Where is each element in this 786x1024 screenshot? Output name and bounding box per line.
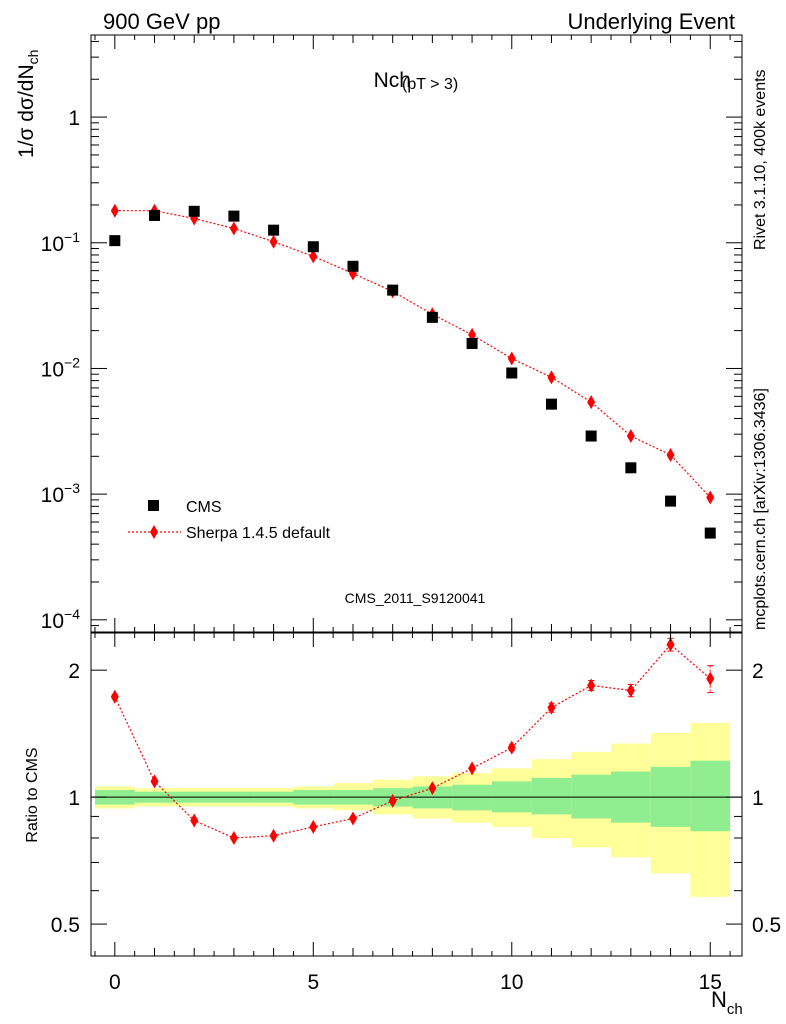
ratio-point: [626, 683, 635, 698]
sherpa-point: [309, 249, 318, 264]
legend-cms-label: CMS: [186, 499, 222, 516]
main-frame: [90, 34, 743, 633]
cms-point: [307, 241, 319, 253]
ratio-y-axis-label: Ratio to CMS: [24, 747, 41, 842]
uncertainty-band-inner: [690, 760, 731, 832]
cms-point: [704, 527, 716, 539]
cms-point: [466, 337, 478, 349]
ratio-point: [269, 828, 278, 843]
analysis-watermark: CMS_2011_S9120041: [345, 590, 486, 606]
cms-point: [625, 462, 637, 474]
ratio-line: [114, 643, 711, 839]
cms-point: [506, 367, 518, 379]
x-tick-label: 15: [699, 971, 722, 994]
sherpa-point: [110, 203, 119, 218]
sherpa-point: [706, 490, 715, 505]
sherpa-point: [229, 221, 238, 236]
main-plot-area: [109, 203, 716, 539]
main-y-axis-label: 1/σ dσ/dNch: [15, 50, 41, 158]
legend: CMS Sherpa 1.4.5 default: [128, 499, 331, 542]
ratio-point: [428, 781, 437, 796]
ratio-point: [547, 700, 556, 715]
x-tick-label: 0: [109, 971, 121, 994]
legend-cms-marker: [148, 500, 159, 511]
ratio-point: [190, 813, 199, 828]
plot-title-main: Nch: [374, 69, 411, 92]
cms-point: [109, 235, 121, 247]
uncertainty-band-inner: [531, 778, 572, 815]
main-axes: 1 10−1 10−2 10−3 10−4: [41, 35, 742, 633]
ratio-point: [309, 819, 318, 834]
ratio-point: [388, 793, 397, 808]
sherpa-point: [547, 370, 556, 385]
ratio-y-tick-label: 1: [68, 787, 80, 810]
main-y-tick-label: 10−3: [41, 480, 81, 507]
cms-point: [665, 495, 677, 507]
main-y-tick-label: 10−4: [41, 606, 81, 633]
ratio-panel: 0 5 10 15 0.5 0.5 1 1 2 2 Ratio to CMS Nch: [24, 632, 781, 1018]
main-y-tick-label: 10−2: [41, 354, 81, 381]
ratio-point: [587, 678, 596, 693]
sherpa-point: [626, 429, 635, 444]
cms-point: [347, 260, 359, 272]
cms-point: [228, 210, 240, 222]
sherpa-point: [587, 395, 596, 410]
ratio-point: [229, 830, 238, 845]
sherpa-point: [666, 447, 675, 462]
ratio-point: [348, 811, 357, 826]
cms-point: [268, 224, 280, 236]
ratio-y-tick-label-right: 2: [752, 660, 764, 683]
ratio-y-tick-label: 0.5: [51, 914, 80, 937]
ratio-y-tick-label-right: 1: [752, 787, 764, 810]
cms-point: [426, 311, 438, 323]
uncertainty-band-inner: [571, 774, 612, 819]
x-tick-label: 10: [500, 971, 523, 994]
energy-title: 900 GeV pp: [103, 9, 220, 34]
plot-title-cut: (pT > 3): [402, 76, 458, 93]
x-axis-label: Nch: [711, 987, 743, 1018]
main-y-tick-label: 10−1: [41, 229, 81, 256]
ratio-y-tick-label: 2: [68, 660, 80, 683]
ratio-point: [706, 671, 715, 686]
cms-point: [545, 398, 557, 410]
ratio-frame: [90, 632, 743, 957]
ratio-point: [468, 761, 477, 776]
cms-point: [188, 205, 200, 217]
ratio-axes: 0 5 10 15 0.5 0.5 1 1 2 2: [51, 633, 781, 994]
x-tick-label: 5: [307, 971, 319, 994]
legend-sherpa-marker: [150, 525, 158, 539]
main-panel: 1 10−1 10−2 10−3 10−4 Nch (pT > 3) CMS_2011_…: [15, 34, 743, 633]
analysis-title: Underlying Event: [567, 9, 735, 34]
sherpa-line: [114, 210, 711, 498]
ratio-point: [666, 637, 675, 652]
sherpa-point: [269, 234, 278, 249]
ratio-plot-area: [91, 637, 742, 897]
ratio-point: [150, 774, 159, 789]
main-y-tick-label: 1: [68, 107, 80, 130]
sherpa-point: [507, 351, 516, 366]
mcplots-credit-text: mcplots.cern.ch [arXiv:1306.3436]: [752, 388, 769, 630]
ratio-point: [110, 689, 119, 704]
cms-point: [585, 430, 597, 442]
ratio-y-tick-label-right: 0.5: [752, 914, 781, 937]
rivet-info-text: Rivet 3.1.10, 400k events: [752, 69, 769, 250]
cms-point: [387, 284, 399, 296]
ratio-point: [507, 740, 516, 755]
legend-sherpa-label: Sherpa 1.4.5 default: [186, 525, 331, 542]
cms-point: [149, 209, 161, 221]
